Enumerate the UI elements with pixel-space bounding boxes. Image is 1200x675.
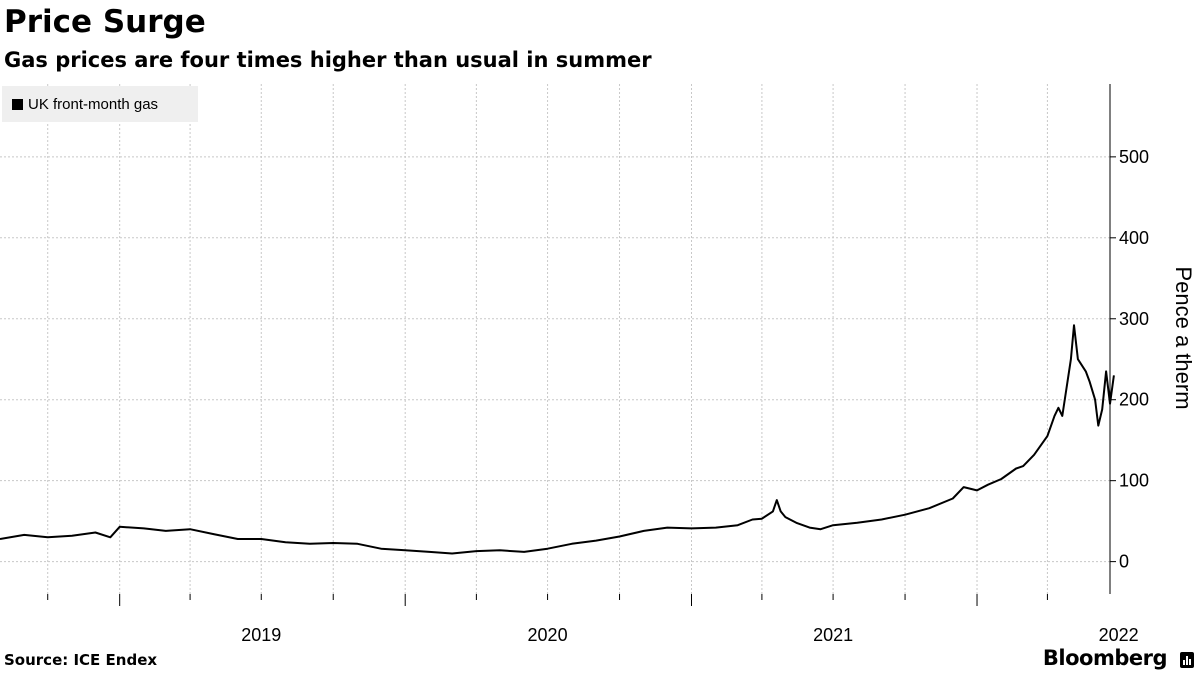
x-tick-label: 2021 [813,625,853,645]
x-tick-label: 2020 [528,625,568,645]
y-tick-label: 400 [1119,228,1149,248]
brand-logo-text: Bloomberg [1042,646,1168,670]
y-tick-label: 300 [1119,309,1149,329]
legend: UK front-month gas [2,86,198,122]
grid-lines [0,84,1110,594]
y-axis-title: Pence a therm [1171,266,1196,409]
y-tick-label: 0 [1119,552,1129,572]
bloomberg-chart-icon [1180,652,1194,668]
y-tick-label: 200 [1119,390,1149,410]
chart-title: Price Surge [4,4,206,40]
y-tick-label: 100 [1119,471,1149,491]
legend-label: UK front-month gas [28,95,159,113]
source-note: Source: ICE Endex [4,651,158,669]
legend-swatch [12,98,23,110]
axes: 0 100 200 300 400 500 2019 2020 2021 2022 [47,84,1149,645]
series-line [0,324,1115,555]
x-tick-label: 2022 [1099,625,1139,645]
chart-subtitle: Gas prices are four times higher than us… [4,48,652,72]
y-tick-label: 500 [1119,147,1149,167]
series-layer [0,324,1115,555]
x-tick-label: 2019 [241,625,281,645]
